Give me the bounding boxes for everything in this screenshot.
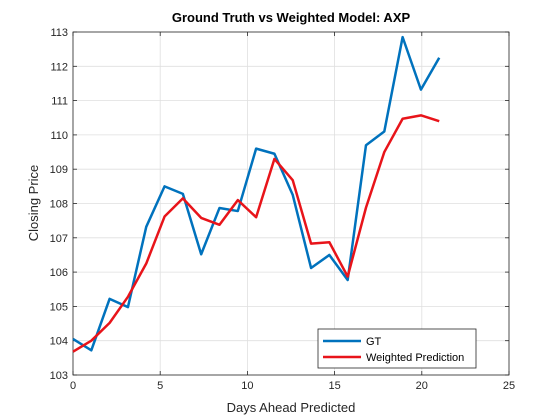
y-tick-label: 107	[50, 233, 68, 245]
y-ticks: 103 104 105 106 107 108 109 110 111 112 113	[50, 27, 509, 382]
legend: GT Weighted Prediction	[317, 328, 477, 369]
y-tick-label: 111	[51, 96, 68, 108]
x-tick-label: 10	[241, 380, 253, 392]
x-ticks: 0 5 10 15 20 25	[70, 32, 515, 392]
y-tick-label: 103	[50, 370, 68, 382]
y-axis-label: Closing Price	[26, 165, 41, 242]
x-axis-label: Days Ahead Predicted	[227, 400, 356, 415]
y-tick-label: 113	[50, 27, 68, 39]
grid-lines	[72, 31, 510, 376]
x-tick-label: 0	[70, 380, 76, 392]
series-lines	[72, 35, 441, 353]
legend-label-gt: GT	[366, 336, 382, 348]
x-tick-label: 20	[416, 380, 428, 392]
legend-label-weighted-prediction: Weighted Prediction	[366, 352, 464, 364]
y-tick-label: 106	[50, 267, 68, 279]
chart-title: Ground Truth vs Weighted Model: AXP	[172, 10, 411, 25]
y-tick-label: 112	[50, 61, 68, 73]
legend-box	[317, 328, 477, 369]
y-tick-label: 108	[50, 199, 68, 211]
x-tick-label: 15	[328, 380, 340, 392]
x-tick-label: 25	[503, 380, 515, 392]
y-tick-label: 104	[50, 336, 68, 348]
series-line-weighted-prediction	[72, 114, 440, 353]
y-tick-label: 110	[50, 130, 68, 142]
y-tick-label: 105	[50, 301, 68, 313]
series-line-gt	[72, 35, 441, 352]
y-tick-label: 109	[50, 164, 68, 176]
x-tick-label: 5	[157, 380, 163, 392]
